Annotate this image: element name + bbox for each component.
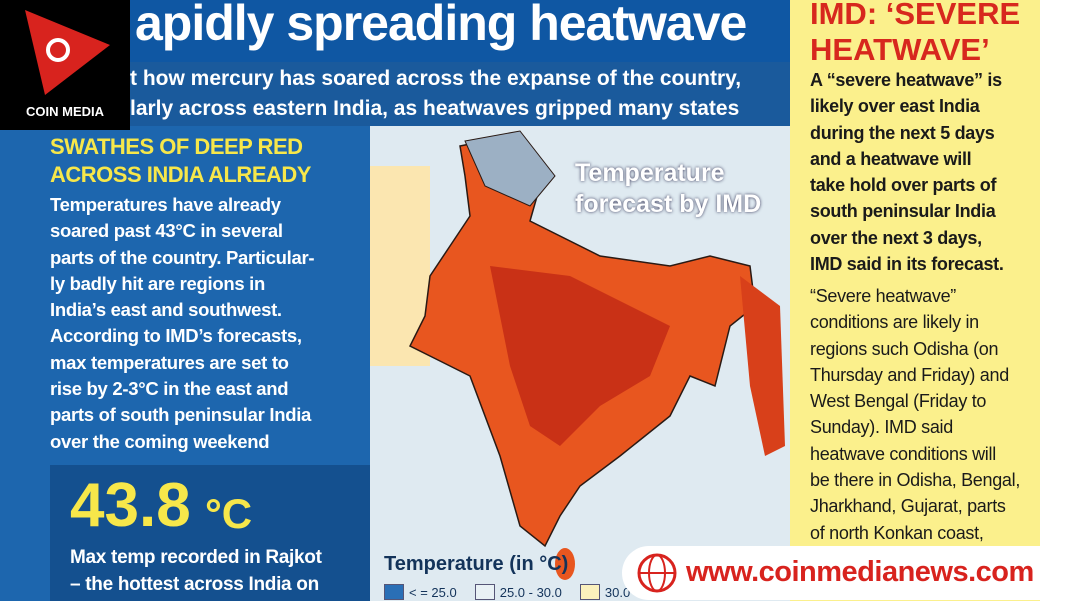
body-line: over the coming weekend [50, 430, 270, 452]
subtitle-band [0, 62, 790, 126]
logo-text: COIN MEDIA [26, 104, 104, 119]
body-line: Thursday and Friday) and [810, 364, 1009, 385]
subtitle: t how mercury has soared across the expa… [130, 64, 741, 124]
map-title: Temperature forecast by IMD [575, 158, 761, 220]
map-title-line: Temperature [575, 159, 725, 187]
lead-line: likely over east India [810, 96, 980, 117]
section-heading: SWATHES OF DEEP RED ACROSS INDIA ALREADY [50, 133, 311, 189]
body-line: soared past 43°C in several [50, 220, 283, 242]
caption-line: Max temp recorded in Rajkot [70, 547, 322, 568]
subtitle-line: larly across eastern India, as heatwaves… [130, 97, 740, 120]
watermark-url: www.coinmedianews.com [686, 556, 1034, 588]
right-title-line: HEATWAVE’ [810, 32, 990, 67]
body-line: regions such Odisha (on [810, 338, 999, 359]
body-line: rise by 2-3°C in the east and [50, 378, 289, 400]
lead-line: IMD said in its forecast. [810, 254, 1004, 275]
map-east [740, 276, 785, 456]
legend-label: < = 25.0 [409, 584, 457, 600]
body-line: conditions are likely in [810, 312, 979, 333]
map-island [555, 548, 575, 580]
legend-title: Temperature (in °C) [384, 553, 569, 575]
map-north [464, 130, 556, 207]
map-title-line: forecast by IMD [575, 190, 762, 218]
legend-swatch [384, 584, 404, 600]
lead-line: A “severe heatwave” is [810, 70, 1002, 90]
right-panel [790, 0, 1040, 601]
map-hot-area [490, 266, 670, 446]
watermark: www.coinmedianews.com [622, 546, 1065, 600]
logo-mark [25, 10, 110, 95]
legend-item: < = 25.0 [384, 584, 457, 600]
body-line: According to IMD’s forecasts, [50, 325, 302, 347]
map [370, 126, 790, 601]
stat-box [50, 465, 370, 601]
body-line: Sunday). IMD said [810, 417, 953, 438]
body-line: parts of the country. Particular- [50, 246, 315, 268]
heading-line: SWATHES OF DEEP RED [50, 134, 303, 159]
right-title: IMD: ‘SEVERE HEATWAVE’ [810, 0, 1020, 68]
body-line: parts of south peninsular India [50, 404, 312, 426]
stat-unit: °C [205, 490, 253, 537]
title: apidly spreading heatwave [135, 0, 747, 51]
lead-line: take hold over parts of [810, 175, 997, 196]
section-body: Temperatures have already soared past 43°… [50, 192, 315, 455]
body-line: India’s east and southwest. [50, 299, 282, 321]
stat-value: 43.8 [70, 471, 191, 540]
right-lead: A “severe heatwave” is likely over east I… [810, 67, 1004, 277]
logo: COIN MEDIA [0, 0, 130, 130]
lead-line: and a heatwave will [810, 148, 972, 169]
body-line: “Severe heatwave” [810, 286, 956, 306]
heading-line: ACROSS INDIA ALREADY [50, 162, 311, 187]
caption-line: – the hottest across India on [70, 574, 319, 595]
legend-label: 25.0 - 30.0 [499, 584, 562, 600]
body-line: be there in Odisha, Bengal, [810, 470, 1021, 491]
lead-line: south peninsular India [810, 201, 996, 222]
body-line: Jharkhand, Gujarat, parts [810, 496, 1006, 517]
lead-line: over the next 3 days, [810, 227, 982, 248]
subtitle-line: t how mercury has soared across the expa… [130, 67, 742, 90]
legend-swatch [474, 584, 495, 600]
body-line: ly badly hit are regions in [50, 272, 265, 294]
legend-swatch [579, 584, 600, 600]
globe-icon [637, 553, 677, 593]
body-line: max temperatures are set to [50, 351, 289, 373]
legend-item: 25.0 - 30.0 [474, 584, 562, 600]
title-bar [0, 0, 790, 62]
body-line: heatwave conditions will [810, 443, 996, 464]
right-title-line: IMD: ‘SEVERE [810, 0, 1021, 31]
right-body: “Severe heatwave” conditions are likely i… [810, 283, 1020, 546]
body-line: of north Konkan coast, [810, 522, 984, 543]
body-line: West Bengal (Friday to [810, 391, 987, 412]
body-line: Temperatures have already [50, 194, 281, 215]
lead-line: during the next 5 days [810, 122, 995, 143]
stat-caption: Max temp recorded in Rajkot – the hottest… [70, 544, 322, 598]
